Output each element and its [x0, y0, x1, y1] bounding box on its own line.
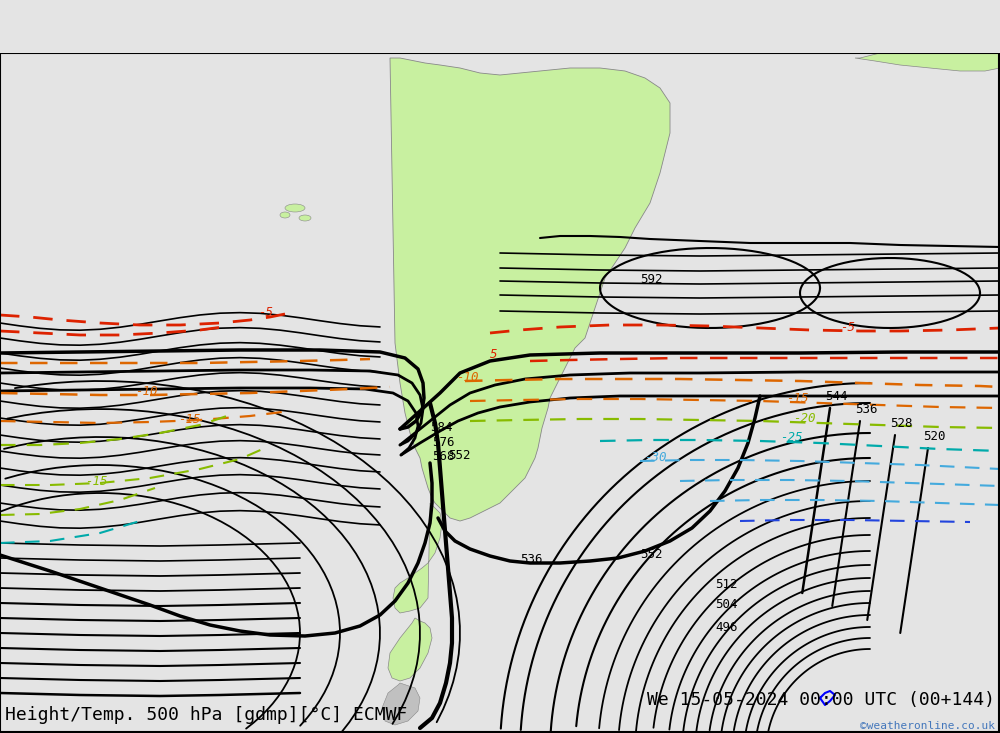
- Ellipse shape: [285, 204, 305, 212]
- Polygon shape: [855, 53, 1000, 71]
- Text: 5: 5: [490, 348, 498, 361]
- Text: -5: -5: [840, 321, 855, 334]
- Text: We 15-05-2024 00:00 UTC (00+144): We 15-05-2024 00:00 UTC (00+144): [647, 691, 995, 709]
- Text: 568: 568: [432, 450, 455, 463]
- Text: 544: 544: [825, 390, 848, 403]
- Text: -30: -30: [644, 451, 666, 464]
- Text: 528: 528: [890, 417, 912, 430]
- Polygon shape: [382, 683, 420, 725]
- Text: -15: -15: [85, 475, 108, 488]
- Text: -25: -25: [780, 431, 802, 444]
- Text: -10: -10: [135, 385, 158, 398]
- Text: 592: 592: [640, 273, 662, 286]
- Text: ©weatheronline.co.uk: ©weatheronline.co.uk: [860, 721, 995, 731]
- Text: 576: 576: [432, 436, 455, 449]
- Text: 536: 536: [520, 553, 542, 566]
- Text: -15: -15: [178, 413, 201, 426]
- Text: 552: 552: [448, 449, 471, 462]
- Ellipse shape: [299, 215, 311, 221]
- Text: -15: -15: [786, 392, 808, 405]
- Text: Height/Temp. 500 hPa [gdmp][°C] ECMWF: Height/Temp. 500 hPa [gdmp][°C] ECMWF: [5, 706, 407, 723]
- Text: 496: 496: [715, 621, 738, 634]
- Text: -5: -5: [258, 306, 273, 319]
- Text: 552: 552: [640, 548, 662, 561]
- Text: 520: 520: [923, 430, 946, 443]
- Text: -20: -20: [793, 412, 816, 425]
- Ellipse shape: [280, 212, 290, 218]
- Text: 584: 584: [430, 421, 453, 434]
- Polygon shape: [390, 58, 670, 521]
- Text: 536: 536: [855, 403, 878, 416]
- Polygon shape: [388, 618, 432, 681]
- Polygon shape: [393, 503, 442, 613]
- Text: -10: -10: [456, 371, 479, 384]
- Text: 504: 504: [715, 598, 738, 611]
- Text: 512: 512: [715, 578, 738, 591]
